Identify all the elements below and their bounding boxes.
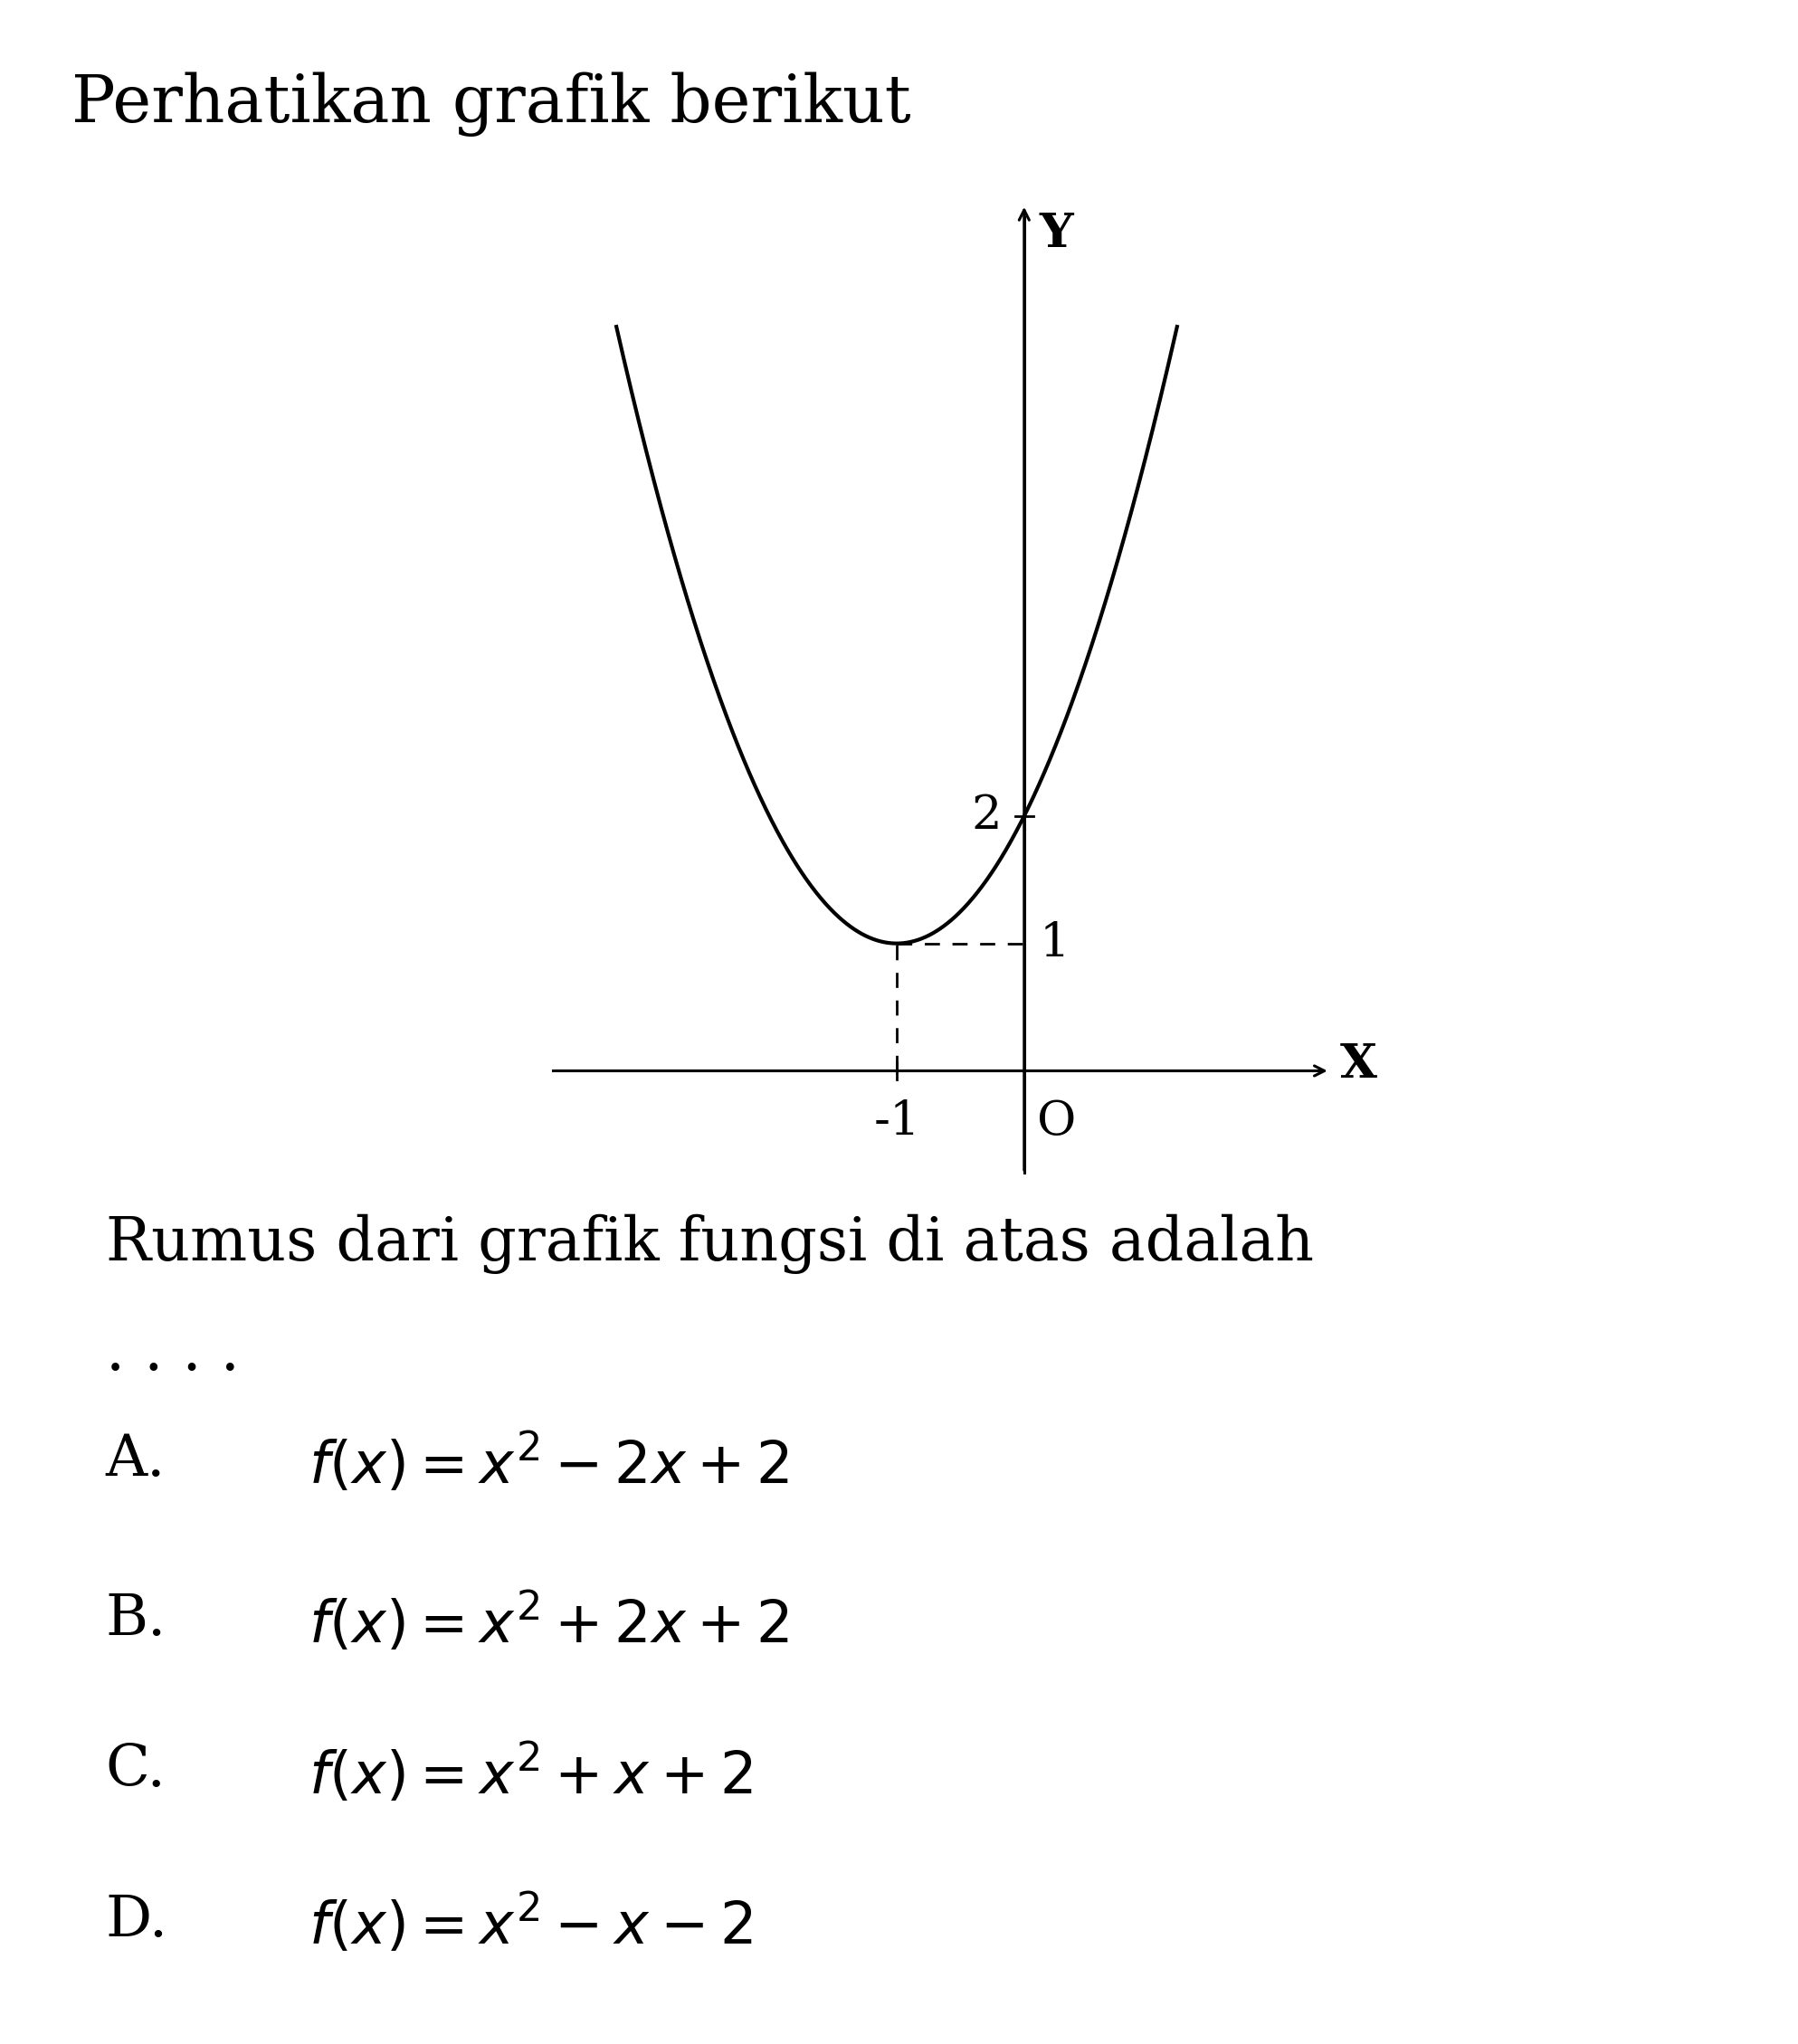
- Text: A.: A.: [106, 1433, 165, 1488]
- Text: B.: B.: [106, 1592, 167, 1647]
- Text: X: X: [1340, 1040, 1377, 1087]
- Text: Rumus dari grafik fungsi di atas adalah: Rumus dari grafik fungsi di atas adalah: [106, 1214, 1314, 1273]
- Text: $f(x) = x^2 - x - 2$: $f(x) = x^2 - x - 2$: [309, 1893, 752, 1956]
- Text: Y: Y: [1039, 211, 1073, 258]
- Text: O: O: [1037, 1100, 1077, 1145]
- Text: 2: 2: [971, 793, 1001, 840]
- Text: Perhatikan grafik berikut: Perhatikan grafik berikut: [72, 72, 912, 137]
- Text: D.: D.: [106, 1893, 169, 1948]
- Text: . . . .: . . . .: [106, 1322, 239, 1382]
- Text: C.: C.: [106, 1741, 165, 1797]
- Text: 1: 1: [1039, 920, 1070, 967]
- Text: $f(x) = x^2 + x + 2$: $f(x) = x^2 + x + 2$: [309, 1741, 752, 1805]
- Text: -1: -1: [874, 1100, 921, 1145]
- Text: $f(x) = x^2 + 2x + 2$: $f(x) = x^2 + 2x + 2$: [309, 1592, 789, 1656]
- Text: $f(x) = x^2 - 2x + 2$: $f(x) = x^2 - 2x + 2$: [309, 1433, 789, 1496]
